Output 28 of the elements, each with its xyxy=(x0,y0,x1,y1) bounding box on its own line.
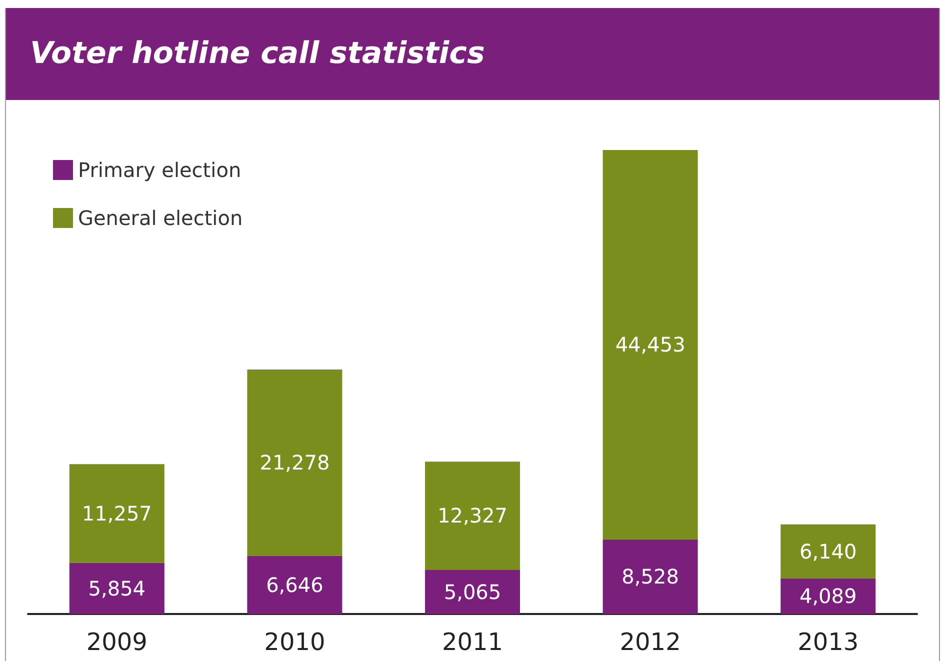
data-label: 11,257 xyxy=(82,501,152,526)
data-label: 6,140 xyxy=(799,539,857,564)
data-label: 44,453 xyxy=(615,332,686,357)
data-label: 12,327 xyxy=(438,504,508,528)
bar xyxy=(69,464,164,563)
data-label: 8,528 xyxy=(622,564,679,589)
data-label: 5,065 xyxy=(444,580,502,604)
data-label: 6,646 xyxy=(266,572,324,597)
bar xyxy=(425,570,520,614)
bar xyxy=(247,556,342,614)
bar xyxy=(69,562,164,614)
data-label: 4,089 xyxy=(799,584,857,608)
data-label: 5,854 xyxy=(88,576,146,600)
chart-title: Voter hotline call statistics xyxy=(6,8,939,100)
bar xyxy=(425,462,520,570)
bar xyxy=(602,150,698,540)
data-label: 21,278 xyxy=(260,450,330,475)
bar xyxy=(780,578,876,614)
x-tick-label: 2012 xyxy=(620,628,681,656)
legend-label: General election xyxy=(78,206,243,230)
legend-label: Primary election xyxy=(78,158,242,182)
bar xyxy=(247,369,342,556)
x-tick-label: 2013 xyxy=(798,628,859,656)
x-tick-label: 2010 xyxy=(264,628,326,656)
bar xyxy=(602,539,698,614)
x-tick-label: 2011 xyxy=(442,628,504,656)
x-tick-label: 2009 xyxy=(86,628,148,656)
bar xyxy=(780,524,876,578)
